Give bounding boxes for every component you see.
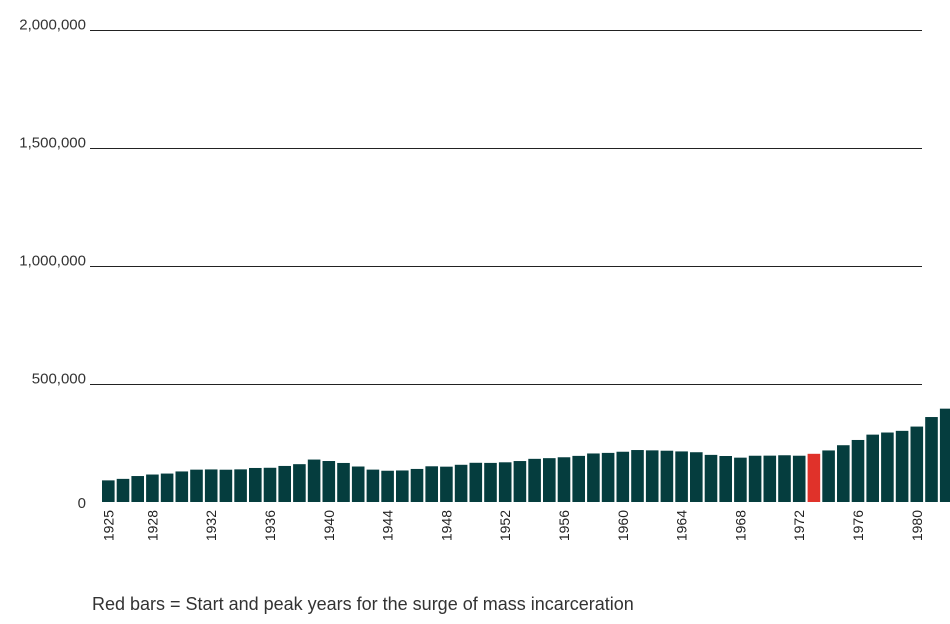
bar [543,458,556,502]
x-tick-label: 1952 [497,510,513,541]
bar [645,450,659,502]
bar [249,467,262,502]
x-tick-label: 1925 [100,510,116,541]
x-tick-label: 1972 [791,510,807,541]
x-tick-label: 1976 [850,510,866,541]
x-tick-label: 1956 [556,510,572,541]
bar [513,461,527,502]
bar [146,474,159,502]
bar [469,462,483,502]
x-tick-label: 1928 [144,510,160,541]
bars [102,408,950,502]
x-tick-label: 1980 [909,510,925,541]
y-tick-label: 2,000,000 [19,17,86,34]
bar [278,465,291,502]
bar [719,456,732,502]
bar [763,455,777,502]
bar [925,417,938,502]
bar [601,452,615,502]
bar [131,476,144,502]
x-tick-label: 1940 [321,510,337,541]
bar [807,453,821,502]
bar [910,426,924,502]
chart-annotation: Red bars = Start and peak years for the … [92,594,634,614]
bar [410,468,424,502]
bar [528,458,541,502]
bar [381,470,394,502]
bar [778,455,791,502]
bar [263,467,277,502]
y-tick-label: 500,000 [32,371,86,388]
bar [351,466,365,502]
y-tick-label: 0 [78,495,86,512]
bar [822,450,835,502]
bar [939,408,950,502]
bar [293,464,306,502]
bar [866,434,879,502]
x-tick-label: 1936 [262,510,278,541]
bar [792,455,806,502]
bar [116,478,130,502]
bar [748,455,762,502]
bar-chart: 0 500,000 1,000,000 1,500,000 2,000,000 1925… [19,17,950,541]
bar [675,451,688,502]
bar [160,473,174,502]
x-tick-label: 1964 [674,510,690,541]
y-tick-label: 1,000,000 [19,253,86,270]
x-axis-tick-labels: 1925 1928 1932 1936 1940 1944 1948 1952 1956 1960… [100,510,925,541]
bar [704,454,718,502]
bar [175,471,189,502]
x-tick-label: 1932 [203,510,219,541]
bar [660,450,674,502]
bar [396,470,409,502]
bar [440,466,453,502]
x-tick-label: 1948 [438,510,454,541]
bar [366,469,380,502]
x-tick-label: 1944 [380,510,396,541]
bar [219,469,233,502]
bar [734,457,747,502]
gridlines [90,30,922,385]
x-tick-label: 1968 [732,510,748,541]
bar [616,451,630,502]
y-axis-tick-labels: 0 500,000 1,000,000 1,500,000 2,000,000 [19,17,86,513]
bar [587,453,600,502]
bar [572,455,585,502]
bar [498,462,512,502]
bar [895,430,909,502]
x-tick-label: 1960 [615,510,631,541]
bar [234,469,247,502]
bar [881,432,894,502]
bar [307,459,321,502]
bar [102,480,115,502]
bar [204,469,218,502]
bar [322,461,336,502]
bar [557,457,571,502]
y-tick-label: 1,500,000 [19,135,86,152]
bar [190,469,203,502]
bar [837,445,850,502]
bar [425,466,438,502]
bar [631,450,644,502]
bar [337,462,350,502]
bar [851,439,865,502]
bar [690,452,703,502]
bar [454,464,468,502]
bar [484,462,497,502]
